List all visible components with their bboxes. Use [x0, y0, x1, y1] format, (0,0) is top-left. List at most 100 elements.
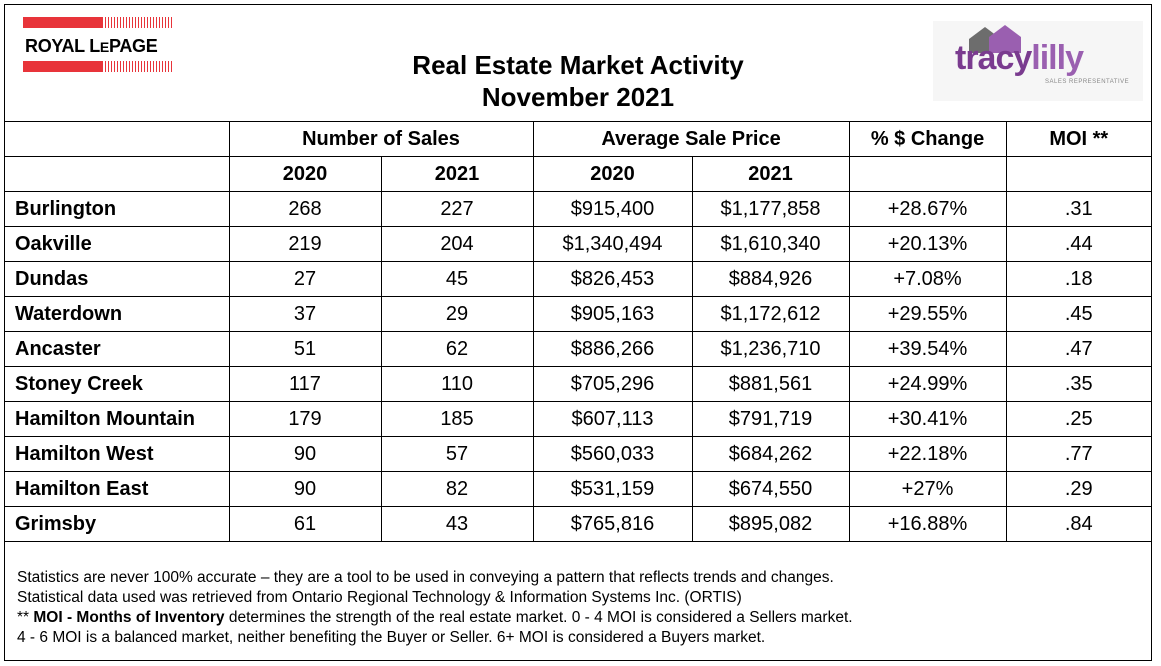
cell-s2021: 57	[380, 436, 534, 472]
table-row: Ancaster 51 62 $886,266 $1,236,710 +39.54% .47	[5, 331, 1152, 367]
cell-s2021: 43	[380, 506, 534, 542]
table-row: Oakville 219 204 $1,340,494 $1,610,340 +20.13…	[5, 226, 1152, 262]
area-name: Dundas	[5, 261, 230, 297]
cell-p2020: $765,816	[532, 506, 693, 542]
area-name: Ancaster	[5, 331, 230, 367]
table-row: Grimsby 61 43 $765,816 $895,082 +16.88% .84	[5, 506, 1152, 542]
cell-p2021: $1,172,612	[691, 296, 850, 332]
cell-s2021: 110	[380, 366, 534, 402]
header-sales-2021: 2021	[380, 156, 534, 192]
note-accuracy: Statistics are never 100% accurate – the…	[17, 569, 834, 586]
header-moi: MOI **	[1005, 121, 1152, 157]
area-name: Waterdown	[5, 296, 230, 332]
cell-p2021: $791,719	[691, 401, 850, 437]
cell-s2020: 117	[228, 366, 382, 402]
group-header-row: Number of Sales Average Sale Price % $ C…	[5, 121, 1152, 157]
cell-p2020: $1,340,494	[532, 226, 693, 262]
note-moi-definition: ** MOI - Months of Inventory determines …	[17, 609, 853, 626]
cell-change: +29.55%	[848, 296, 1007, 332]
table-row: Waterdown 37 29 $905,163 $1,172,612 +29.55% .4…	[5, 296, 1152, 332]
market-activity-table: Number of Sales Average Sale Price % $ C…	[5, 121, 1152, 542]
cell-moi: .84	[1005, 506, 1152, 542]
area-name: Oakville	[5, 226, 230, 262]
table-row: Hamilton West 90 57 $560,033 $684,262 +22.18%…	[5, 436, 1152, 472]
table-body: Burlington 268 227 $915,400 $1,177,858 +28.67…	[5, 191, 1152, 542]
header-sales-2020: 2020	[228, 156, 382, 192]
cell-change: +7.08%	[848, 261, 1007, 297]
cell-p2020: $705,296	[532, 366, 693, 402]
header-average-sale-price: Average Sale Price	[532, 121, 850, 157]
note-source: Statistical data used was retrieved from…	[17, 589, 742, 606]
area-name: Burlington	[5, 191, 230, 227]
cell-p2021: $674,550	[691, 471, 850, 507]
area-name: Hamilton East	[5, 471, 230, 507]
page-subtitle: November 2021	[481, 82, 675, 112]
cell-change: +22.18%	[848, 436, 1007, 472]
footnotes: Statistics are never 100% accurate – the…	[17, 568, 853, 648]
cell-moi: .25	[1005, 401, 1152, 437]
cell-s2021: 185	[380, 401, 534, 437]
cell-s2021: 227	[380, 191, 534, 227]
cell-s2021: 204	[380, 226, 534, 262]
report-frame: ROYAL LEPAGE Real Estate Market Activity…	[4, 4, 1152, 661]
cell-p2021: $684,262	[691, 436, 850, 472]
cell-p2020: $531,159	[532, 471, 693, 507]
cell-p2020: $915,400	[532, 191, 693, 227]
cell-s2020: 219	[228, 226, 382, 262]
header-number-of-sales: Number of Sales	[228, 121, 534, 157]
cell-p2021: $895,082	[691, 506, 850, 542]
area-name: Stoney Creek	[5, 366, 230, 402]
header-percent-change: % $ Change	[848, 121, 1007, 157]
cell-p2021: $884,926	[691, 261, 850, 297]
header-price-2021: 2021	[691, 156, 850, 192]
cell-p2020: $560,033	[532, 436, 693, 472]
cell-change: +28.67%	[848, 191, 1007, 227]
cell-moi: .45	[1005, 296, 1152, 332]
cell-s2020: 51	[228, 331, 382, 367]
cell-p2021: $1,236,710	[691, 331, 850, 367]
year-header-row: 2020 2021 2020 2021	[5, 156, 1152, 192]
cell-p2021: $1,177,858	[691, 191, 850, 227]
area-name: Hamilton Mountain	[5, 401, 230, 437]
cell-p2020: $607,113	[532, 401, 693, 437]
cell-moi: .44	[1005, 226, 1152, 262]
note-moi-ranges: 4 - 6 MOI is a balanced market, neither …	[17, 629, 766, 646]
cell-moi: .31	[1005, 191, 1152, 227]
table-row: Stoney Creek 117 110 $705,296 $881,561 +24.99…	[5, 366, 1152, 402]
cell-moi: .47	[1005, 331, 1152, 367]
cell-s2021: 29	[380, 296, 534, 332]
cell-change: +27%	[848, 471, 1007, 507]
cell-change: +39.54%	[848, 331, 1007, 367]
cell-moi: .18	[1005, 261, 1152, 297]
cell-moi: .77	[1005, 436, 1152, 472]
page-title: Real Estate Market Activity	[412, 50, 744, 80]
cell-change: +20.13%	[848, 226, 1007, 262]
cell-change: +30.41%	[848, 401, 1007, 437]
cell-p2021: $1,610,340	[691, 226, 850, 262]
tracy-lilly-logo: tracylilly SALES REPRESENTATIVE	[933, 21, 1143, 101]
table-row: Hamilton Mountain 179 185 $607,113 $791,719 +…	[5, 401, 1152, 437]
table-row: Hamilton East 90 82 $531,159 $674,550 +27% .29	[5, 471, 1152, 507]
cell-s2021: 62	[380, 331, 534, 367]
house-icon	[969, 25, 1021, 53]
report-header: ROYAL LEPAGE Real Estate Market Activity…	[5, 5, 1151, 121]
table-row: Burlington 268 227 $915,400 $1,177,858 +28.67…	[5, 191, 1152, 227]
cell-change: +24.99%	[848, 366, 1007, 402]
area-name: Grimsby	[5, 506, 230, 542]
cell-s2020: 268	[228, 191, 382, 227]
cell-s2020: 27	[228, 261, 382, 297]
area-name: Hamilton West	[5, 436, 230, 472]
cell-moi: .29	[1005, 471, 1152, 507]
cell-p2020: $905,163	[532, 296, 693, 332]
royal-lepage-logo: ROYAL LEPAGE	[23, 17, 175, 73]
cell-p2020: $826,453	[532, 261, 693, 297]
cell-s2021: 82	[380, 471, 534, 507]
cell-s2020: 37	[228, 296, 382, 332]
cell-p2020: $886,266	[532, 331, 693, 367]
cell-change: +16.88%	[848, 506, 1007, 542]
cell-p2021: $881,561	[691, 366, 850, 402]
cell-s2020: 90	[228, 436, 382, 472]
cell-moi: .35	[1005, 366, 1152, 402]
cell-s2020: 90	[228, 471, 382, 507]
cell-s2020: 61	[228, 506, 382, 542]
